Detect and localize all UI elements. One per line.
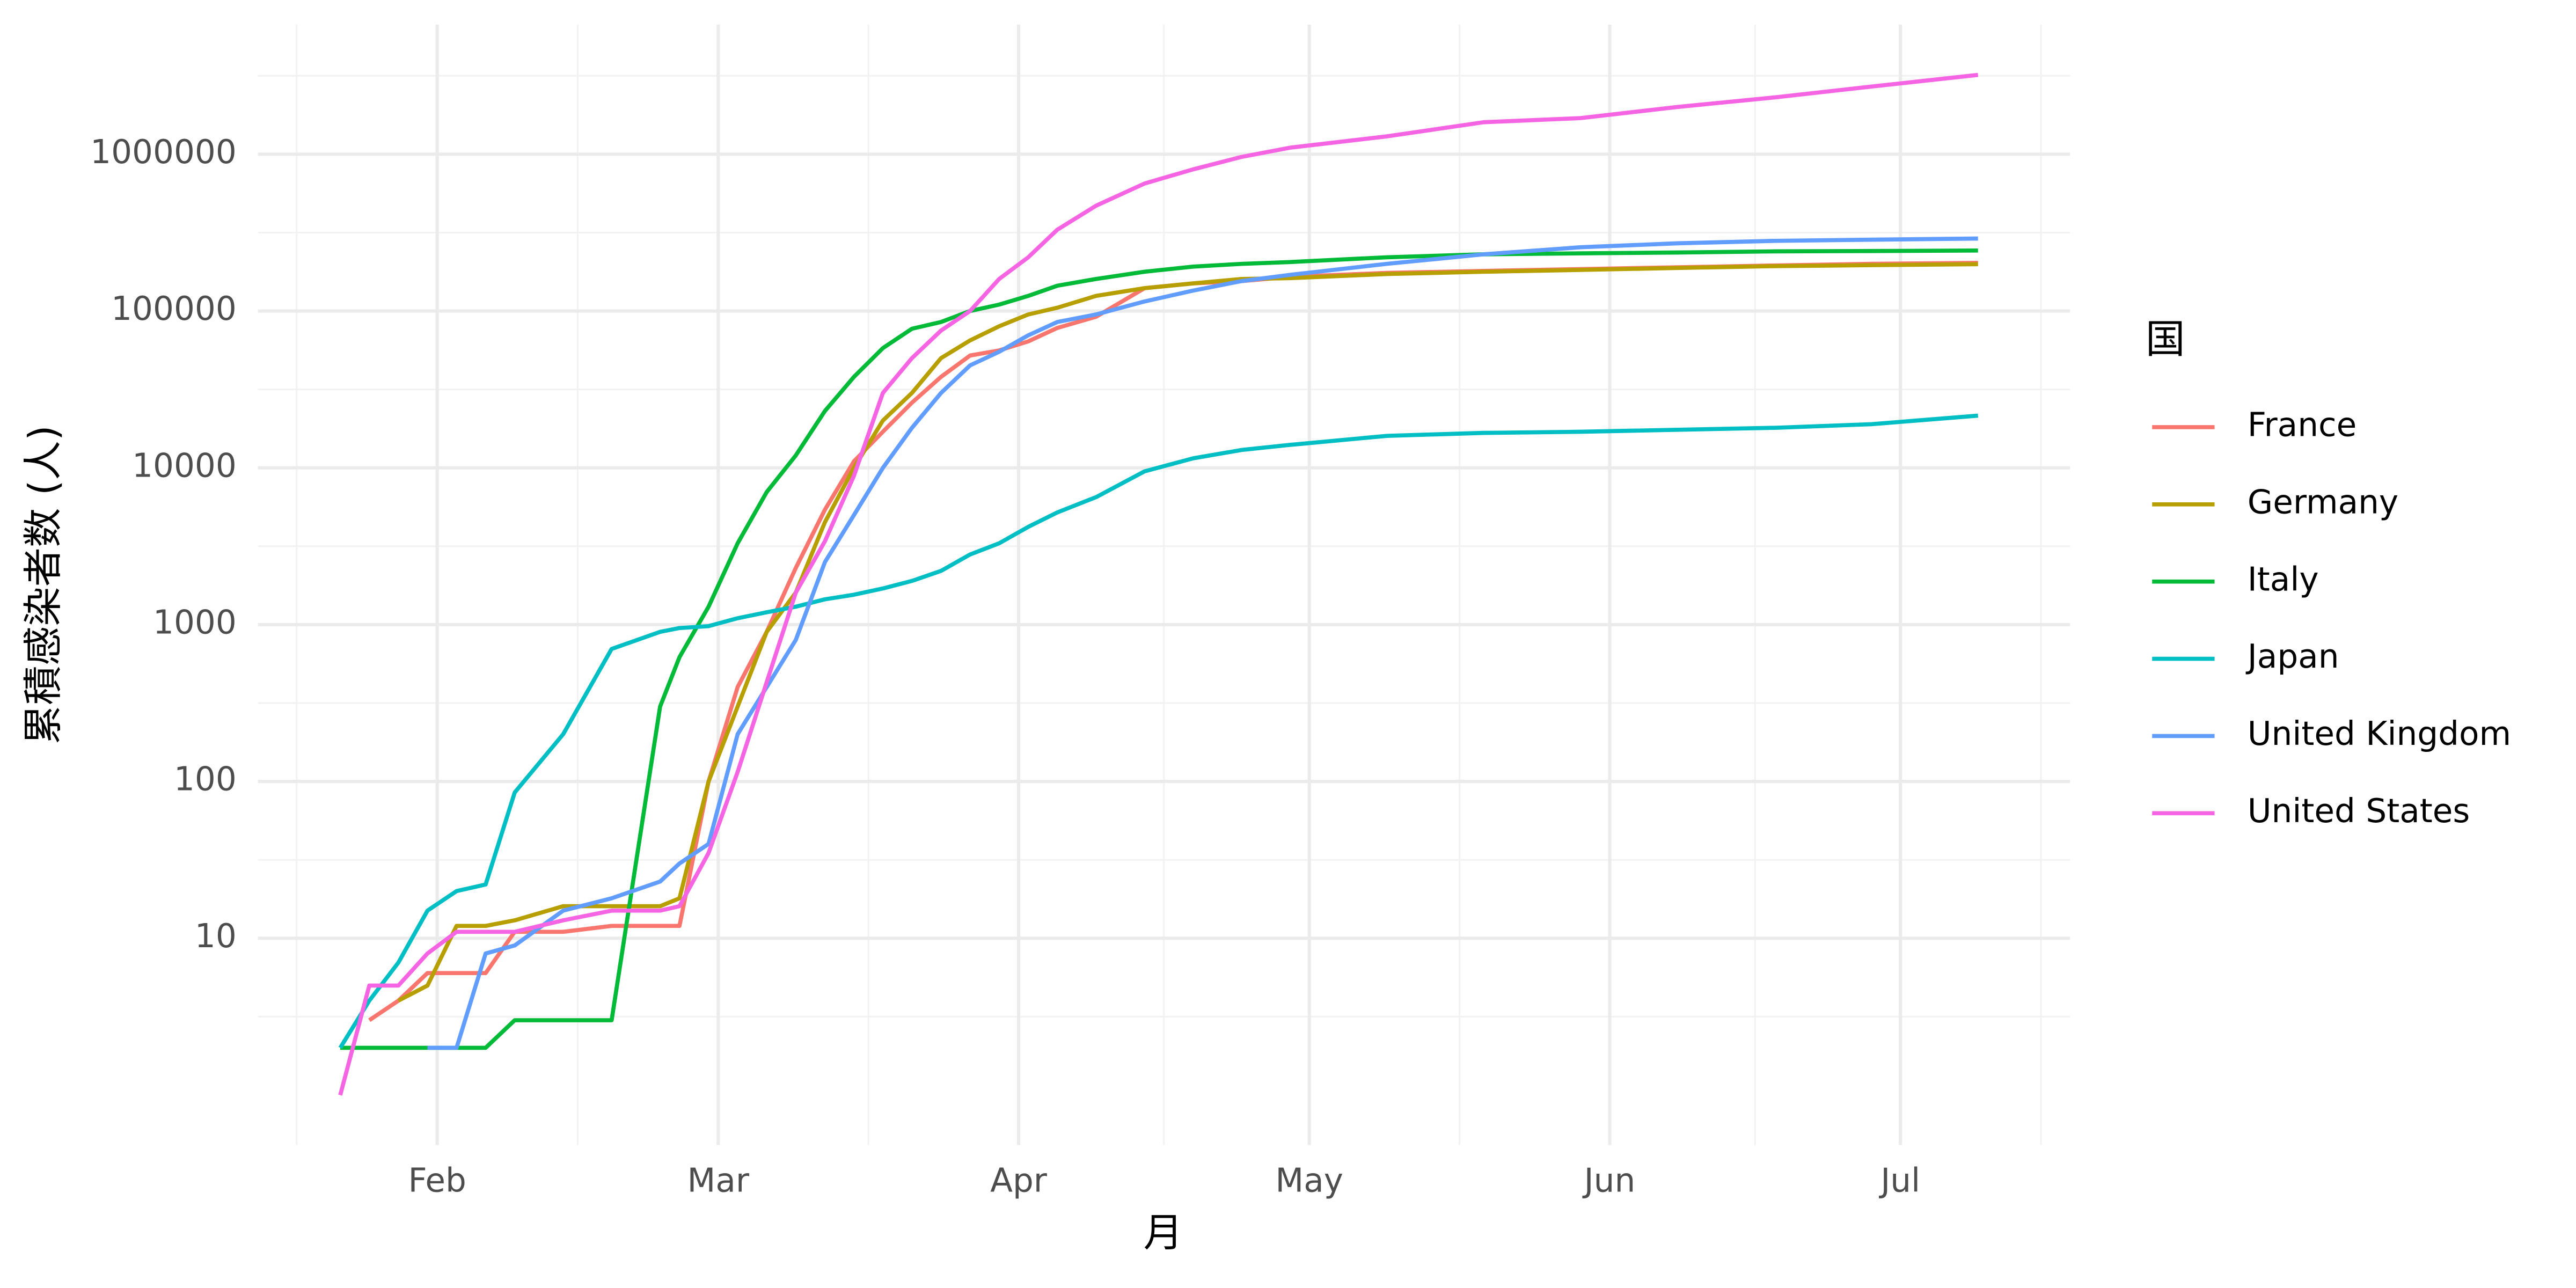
y-tick-label: 100000 (111, 290, 237, 328)
x-tick-label: Jun (1582, 1162, 1636, 1200)
x-tick-label: Feb (408, 1162, 466, 1200)
y-tick-label: 1000000 (90, 133, 237, 171)
x-axis-label: 月 (1144, 1210, 1183, 1256)
series-line (340, 248, 1978, 1050)
legend-label: Germany (2248, 483, 2398, 521)
x-tick-label: Apr (990, 1162, 1048, 1200)
legend-label: United Kingdom (2248, 715, 2511, 753)
legend-label: Japan (2245, 638, 2339, 676)
legend-label: Italy (2248, 560, 2319, 598)
y-axis-label: 累積感染者数 (人) (21, 425, 67, 744)
legend-title: 国 (2146, 317, 2185, 362)
grid (258, 24, 2070, 1145)
y-tick-label: 10 (195, 917, 237, 955)
y-tick-label: 10000 (132, 447, 237, 485)
x-tick-label: Jul (1878, 1162, 1920, 1200)
x-tick-label: Mar (687, 1162, 750, 1200)
legend-label: United States (2248, 792, 2470, 830)
series-line (427, 236, 1978, 1050)
y-tick-label: 100 (174, 760, 237, 799)
y-tick-label: 1000 (153, 604, 237, 642)
series-line (338, 413, 1979, 1049)
x-tick-label: May (1275, 1162, 1343, 1200)
legend-label: France (2248, 406, 2357, 444)
series-line (338, 72, 1979, 1096)
